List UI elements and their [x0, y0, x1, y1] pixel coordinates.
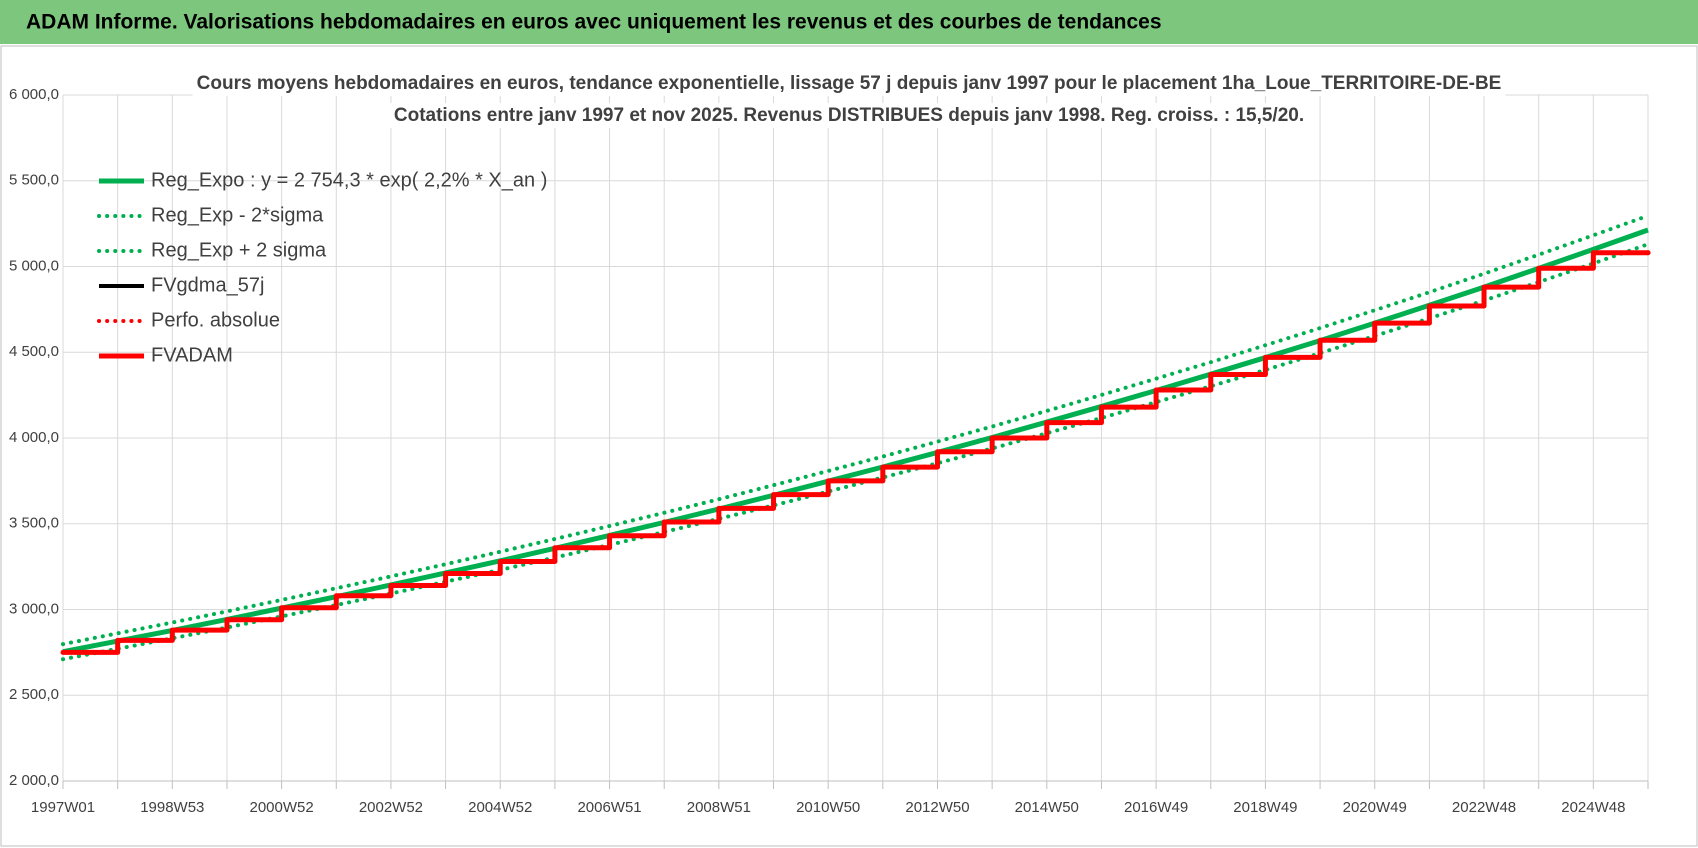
header-title: ADAM Informe. Valorisations hebdomadaire… [26, 11, 1162, 34]
x-tick-label: 2004W52 [468, 799, 532, 816]
y-tick-label: 2 000,0 [9, 772, 59, 789]
plot [60, 213, 1651, 662]
x-tick-label: 2022W48 [1452, 799, 1516, 816]
header-bar [0, 0, 1698, 44]
legend-label: Reg_Expo : y = 2 754,3 * exp( 2,2% * X_a… [151, 169, 547, 191]
y-tick-label: 3 500,0 [9, 515, 59, 532]
y-tick-label: 5 000,0 [9, 257, 59, 274]
x-tick-label: 2002W52 [359, 799, 423, 816]
x-tick-label: 2008W51 [687, 799, 751, 816]
legend: Reg_Expo : y = 2 754,3 * exp( 2,2% * X_a… [97, 169, 547, 366]
x-tick-label: 2006W51 [577, 799, 641, 816]
legend-label: Perfo. absolue [151, 309, 280, 331]
y-tick-label: 3 000,0 [9, 600, 59, 617]
x-tick-label: 2016W49 [1124, 799, 1188, 816]
x-tick-label: 2012W50 [905, 799, 969, 816]
grid: 2 000,0 2 500,0 3 000,0 3 500,0 4 000,0 4 500… [9, 86, 1649, 816]
legend-label: Reg_Exp + 2 sigma [151, 239, 327, 261]
chart-subtitle: Cotations entre janv 1997 et nov 2025. R… [394, 105, 1304, 126]
y-tick-label: 2 500,0 [9, 686, 59, 703]
x-tick-label: 2010W50 [796, 799, 860, 816]
x-tick-label: 1997W01 [31, 799, 95, 816]
y-tick-label: 4 500,0 [9, 343, 59, 360]
x-tick-label: 2014W50 [1015, 799, 1079, 816]
legend-label: FVADAM [151, 344, 233, 366]
title-background [389, 103, 1309, 129]
legend-label: Reg_Exp - 2*sigma [151, 204, 324, 226]
legend-label: FVgdma_57j [151, 274, 264, 296]
chart-frame [0, 45, 1698, 847]
y-tick-label: 6 000,0 [9, 86, 59, 103]
x-tick-label: 2000W52 [250, 799, 314, 816]
trend-line [62, 227, 1649, 655]
y-tick-label: 5 500,0 [9, 172, 59, 189]
y-tick-label: 4 000,0 [9, 429, 59, 446]
x-tick-label: 1998W53 [140, 799, 204, 816]
x-tick-label: 2018W49 [1233, 799, 1297, 816]
titles: Cours moyens hebdomadaires en euros, ten… [192, 71, 1506, 129]
x-tick-label: 2024W48 [1561, 799, 1625, 816]
title-background [192, 71, 1506, 97]
x-tick-label: 2020W49 [1343, 799, 1407, 816]
trend-line [61, 213, 1650, 647]
chart-title: Cours moyens hebdomadaires en euros, ten… [197, 73, 1502, 94]
